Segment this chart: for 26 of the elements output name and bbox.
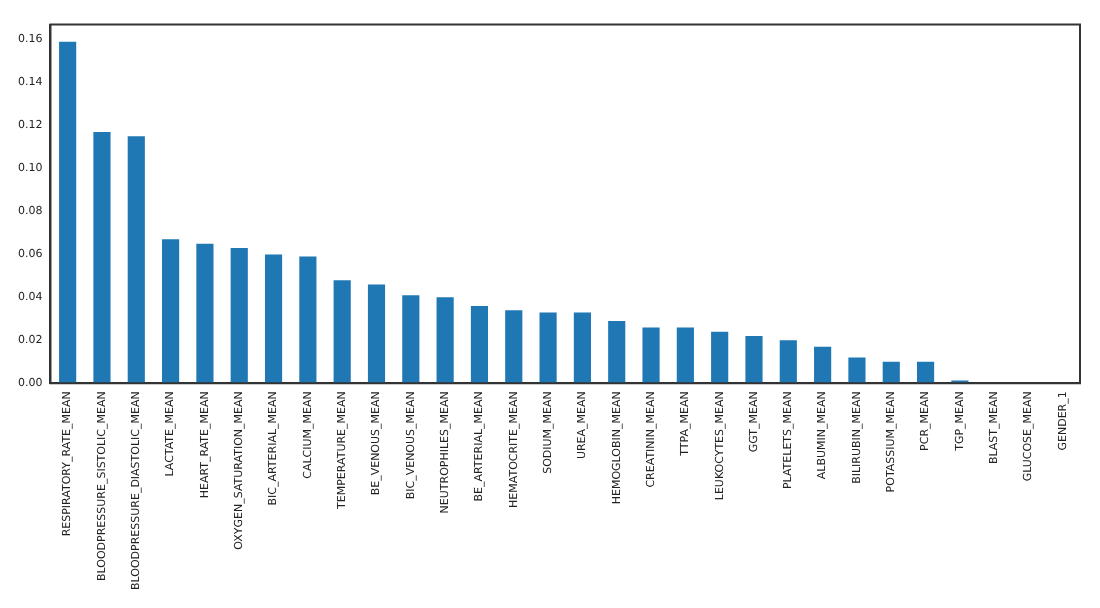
bar — [608, 320, 626, 384]
bar — [93, 131, 111, 384]
bar — [917, 361, 935, 384]
bar — [196, 243, 214, 384]
bar — [779, 340, 797, 384]
bar — [230, 247, 248, 384]
bar — [436, 297, 454, 384]
bar — [505, 310, 523, 384]
bar — [470, 305, 489, 384]
bar — [299, 256, 317, 384]
bar — [814, 346, 832, 384]
bar — [642, 327, 660, 384]
bar — [882, 361, 900, 384]
bar — [848, 357, 866, 384]
bar — [367, 284, 386, 384]
bar — [539, 312, 557, 384]
bar — [59, 41, 77, 384]
bar — [573, 312, 591, 384]
bar — [676, 327, 694, 384]
bar — [402, 295, 420, 384]
bar — [333, 280, 351, 384]
bar — [127, 136, 145, 384]
bar — [711, 331, 729, 384]
bar — [264, 254, 283, 384]
bar — [162, 239, 180, 384]
bar — [745, 336, 763, 384]
